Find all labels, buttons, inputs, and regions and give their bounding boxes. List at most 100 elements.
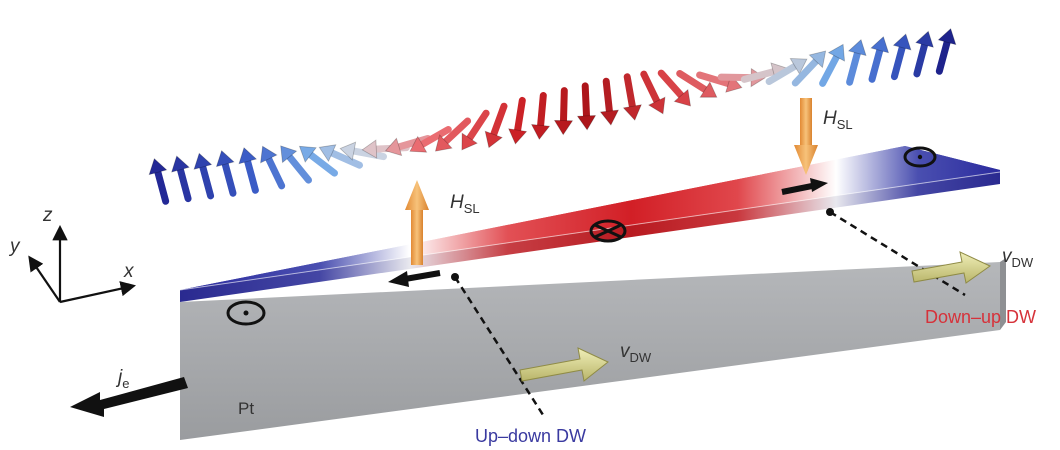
spin-arrow-shaft <box>846 49 861 86</box>
hsl-label-left: HSL <box>450 192 480 216</box>
spin-arrow-head <box>409 135 428 153</box>
up-down-leader-line <box>453 276 547 419</box>
spin-arrow <box>640 70 666 115</box>
spin-arrow-head <box>339 141 357 161</box>
cross-in-circle-icon <box>589 219 627 243</box>
axis-z-label: z <box>42 205 53 226</box>
spin-arrow-shaft <box>740 68 777 83</box>
spin-arrow <box>576 82 597 131</box>
spin-arrow <box>791 50 827 87</box>
spin-arrow-shaft <box>676 70 709 94</box>
spin-arrow-head <box>384 137 403 157</box>
spin-arrow-shaft <box>602 77 613 115</box>
spin-arrow-head <box>673 88 691 107</box>
spin-arrow-head <box>892 33 912 51</box>
spin-arrow-shaft <box>154 168 170 205</box>
dot-in-circle-icon <box>903 146 937 168</box>
spin-arrow <box>409 126 452 153</box>
spin-arrow-shaft <box>696 71 732 88</box>
spin-arrow-head <box>808 50 827 69</box>
spin-arrow-shaft <box>395 135 432 151</box>
spin-arrow-head <box>361 139 378 159</box>
hsl-field-arrow-down <box>794 98 818 175</box>
spin-arrow <box>846 38 867 86</box>
spin-arrow-head <box>171 155 190 173</box>
spin-arrow-head <box>434 134 453 152</box>
pt-label: Pt <box>238 399 254 418</box>
spin-arrow-shaft <box>657 69 685 99</box>
spin-arrow-head <box>238 147 258 165</box>
spin-arrow-shaft <box>537 92 547 129</box>
spin-arrow-shaft <box>442 117 472 145</box>
spin-arrow-head <box>699 81 718 98</box>
spin-arrow <box>622 73 642 121</box>
vdw-label-center: vDW <box>620 341 652 365</box>
up-down-dw-label: Up–down DW <box>475 426 586 446</box>
spin-arrow-shaft <box>466 109 490 142</box>
y-axis <box>28 255 61 303</box>
spin-chain <box>148 27 957 205</box>
down-up-dw-label: Down–up DW <box>925 307 1036 327</box>
magnetic-layer-edge <box>180 172 1000 302</box>
spin-arrow <box>318 144 363 169</box>
spin-arrow-shaft <box>176 166 192 203</box>
spin-arrow-shaft <box>244 157 259 194</box>
spin-arrow-head <box>553 119 574 136</box>
wall-magnetization-arrow-left <box>388 270 441 287</box>
spin-arrow-shaft <box>307 151 338 177</box>
spin-arrow-head <box>847 38 867 57</box>
axis-y-label: y <box>8 236 21 257</box>
spin-arrow <box>913 30 934 78</box>
hsl-label-right: HSL <box>823 108 853 132</box>
spin-arrow <box>238 147 259 194</box>
spin-arrow-shaft <box>640 70 661 105</box>
spin-arrow <box>868 36 890 83</box>
spin-arrow-head <box>576 115 597 131</box>
spin-arrow-shaft <box>418 126 452 148</box>
spin-arrow-head <box>260 145 278 164</box>
spin-arrow <box>676 70 718 98</box>
spin-arrow-head <box>461 132 478 151</box>
spin-arrow-head <box>647 96 666 115</box>
spin-arrow-shaft <box>560 87 568 125</box>
spin-arrow <box>508 96 528 145</box>
spin-arrow <box>260 145 286 190</box>
spin-arrow-head <box>827 43 845 62</box>
velocity-arrow-right <box>911 251 991 284</box>
spin-arrow-head <box>148 157 168 176</box>
spin-arrow <box>193 152 215 200</box>
spin-arrow <box>434 117 472 152</box>
spin-arrow <box>935 27 957 75</box>
spin-arrow-head <box>622 104 642 121</box>
spin-arrow-head <box>193 152 213 170</box>
spin-arrow-shaft <box>913 41 929 78</box>
spin-arrow-shaft <box>328 149 363 169</box>
wall-magnetization-arrow-right <box>781 178 828 195</box>
pt-layer-end <box>1000 258 1006 330</box>
spin-arrow <box>215 149 237 197</box>
spin-arrow <box>657 69 691 107</box>
spin-arrow <box>890 33 912 81</box>
spin-arrow-shaft <box>935 38 951 75</box>
spin-arrow-shaft <box>819 53 841 87</box>
spin-arrow <box>280 145 312 184</box>
spin-arrow <box>171 155 192 203</box>
spin-arrow-head <box>484 130 503 149</box>
dot-in-circle-icon <box>226 300 266 326</box>
spin-arrow-head <box>280 145 298 164</box>
axis-x-label: x <box>123 261 135 282</box>
spin-arrow-head <box>599 109 620 126</box>
spin-arrow-shaft <box>350 147 387 161</box>
spin-arrow-head <box>870 36 890 54</box>
down-up-leader-line <box>829 210 966 297</box>
spin-arrow-shaft <box>791 57 820 87</box>
spin-arrow-head <box>215 149 235 168</box>
spin-arrow-shaft <box>199 163 215 200</box>
spin-arrow-head <box>530 124 551 141</box>
spin-arrow-shaft <box>581 82 590 120</box>
spin-arrow-head <box>789 58 808 75</box>
spin-arrow-shaft <box>221 160 237 197</box>
hsl-field-arrow-up <box>405 180 429 265</box>
spin-arrow-shaft <box>514 96 526 134</box>
spin-arrow <box>148 157 170 205</box>
